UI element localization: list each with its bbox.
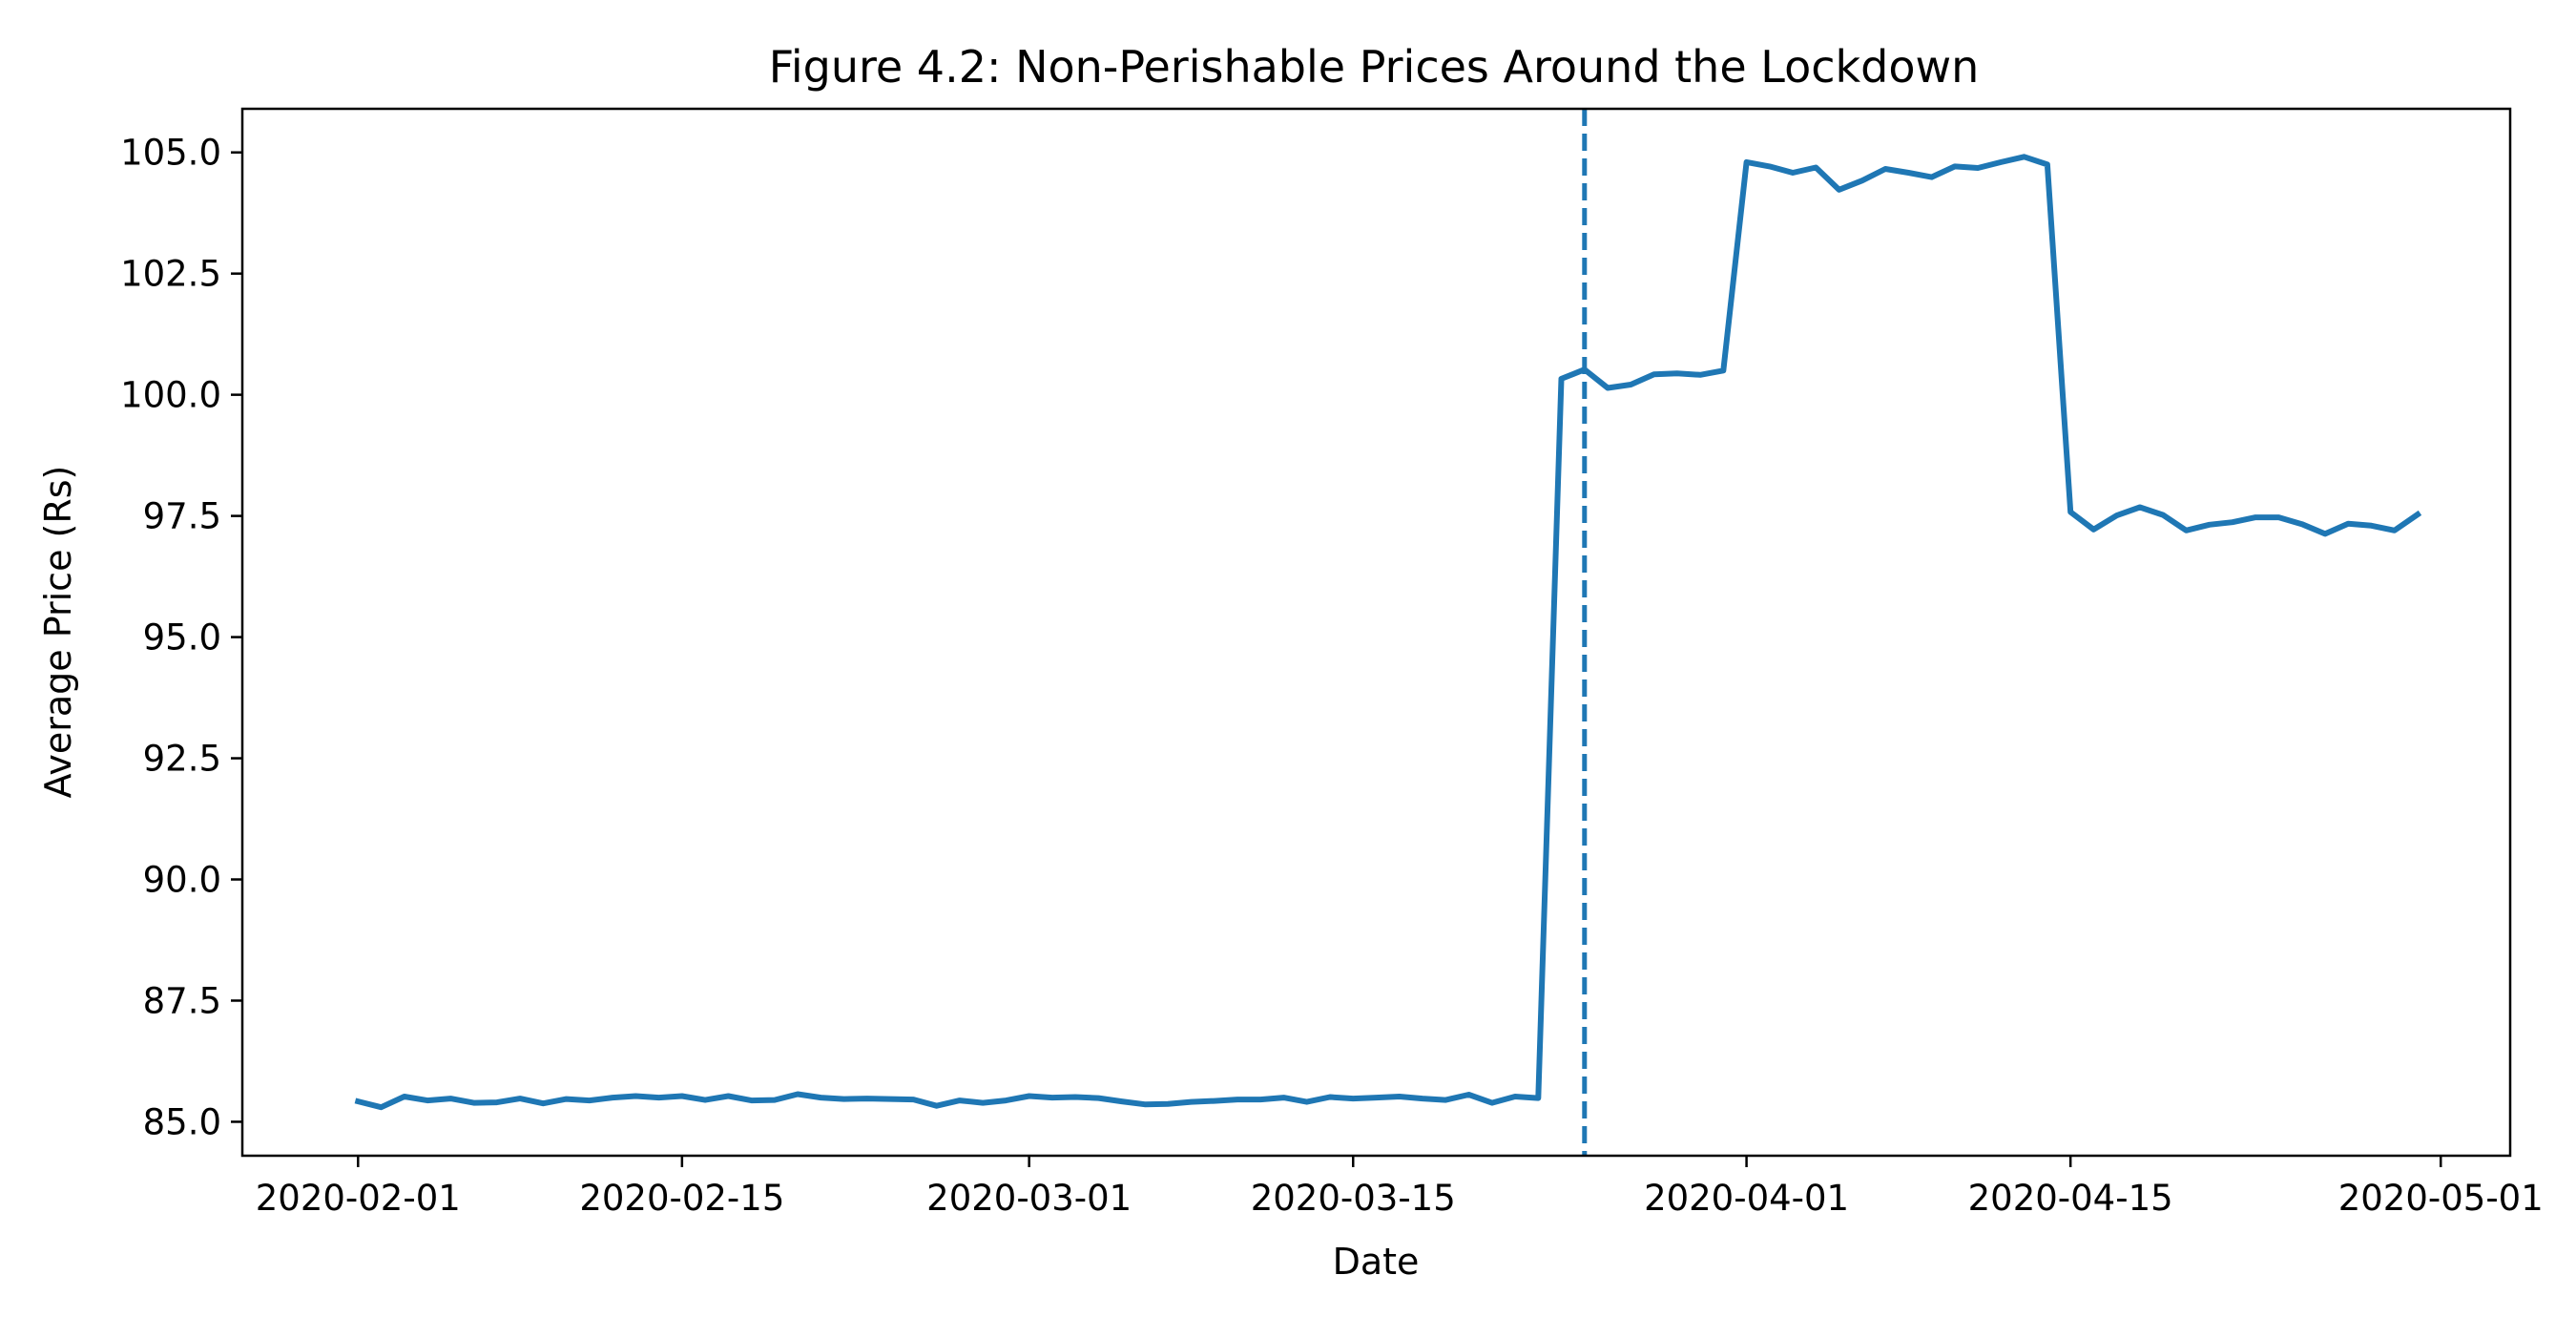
y-tick-label: 100.0 xyxy=(120,375,221,416)
x-tick-label: 2020-03-15 xyxy=(1251,1178,1456,1219)
x-axis: 2020-02-01 2020-02-15 2020-03-01 2020-03-15… xyxy=(256,1156,2544,1219)
x-tick-label: 2020-02-15 xyxy=(579,1178,784,1219)
chart-title: Figure 4.2: Non-Perishable Prices Around… xyxy=(769,41,1980,93)
x-tick-label: 2020-02-01 xyxy=(256,1178,461,1219)
y-tick-label: 102.5 xyxy=(120,254,221,295)
y-tick-label: 105.0 xyxy=(120,133,221,174)
x-tick-label: 2020-04-15 xyxy=(1968,1178,2173,1219)
y-tick-label: 90.0 xyxy=(143,860,221,901)
y-tick-label: 87.5 xyxy=(143,980,221,1021)
x-tick-label: 2020-05-01 xyxy=(2338,1178,2544,1219)
y-axis: 85.0 87.5 90.0 92.5 95.0 97.5 100.0 102.5 105.0 xyxy=(120,133,242,1142)
x-tick-label: 2020-04-01 xyxy=(1644,1178,1849,1219)
y-tick-label: 85.0 xyxy=(143,1101,221,1142)
x-tick-label: 2020-03-01 xyxy=(926,1178,1132,1219)
y-tick-label: 97.5 xyxy=(143,496,221,537)
plot-frame xyxy=(240,107,2512,1158)
series-line xyxy=(354,154,2422,1111)
x-axis-label: Date xyxy=(1333,1241,1420,1283)
y-tick-label: 92.5 xyxy=(143,739,221,780)
y-axis-label: Average Price (Rs) xyxy=(37,466,79,799)
plot-area xyxy=(354,109,2422,1156)
y-tick-label: 95.0 xyxy=(143,617,221,658)
